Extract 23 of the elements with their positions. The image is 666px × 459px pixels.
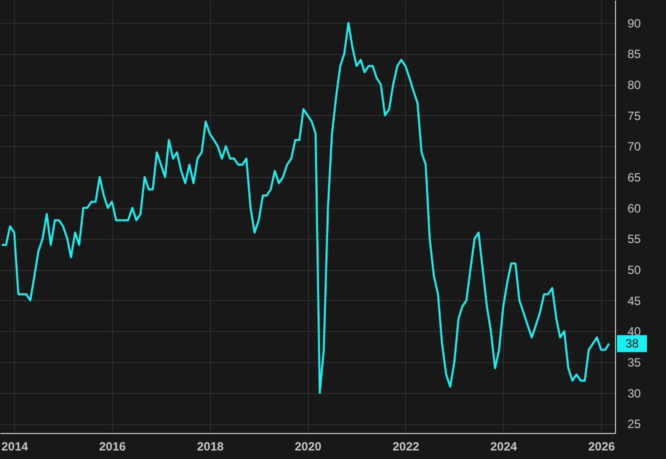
x-tick-label: 2014 xyxy=(1,440,28,454)
x-tick-label: 2022 xyxy=(392,440,420,454)
x-tick-label: 2024 xyxy=(490,440,518,454)
line-series xyxy=(0,22,610,394)
x-tick-label: 2018 xyxy=(196,440,224,454)
y-tick-label: 85 xyxy=(628,47,642,62)
y-tick-label: 70 xyxy=(628,140,642,154)
y-tick-label: 50 xyxy=(628,263,642,278)
y-tick-label: 80 xyxy=(628,78,642,92)
y-tick-label: 55 xyxy=(628,232,642,246)
y-tick-label: 35 xyxy=(628,356,642,370)
y-tick-label: 25 xyxy=(628,417,642,432)
y-tick-label: 40 xyxy=(628,324,642,339)
y-tick-label: 90 xyxy=(628,16,642,30)
y-tick-label: 45 xyxy=(628,294,642,308)
y-tick-label: 65 xyxy=(628,170,642,185)
y-tick-label: 60 xyxy=(628,201,642,216)
y-tick-label: 30 xyxy=(628,386,642,400)
x-tick-label: 2026 xyxy=(588,440,616,454)
x-tick-label: 2016 xyxy=(99,440,126,454)
y-tick-label: 75 xyxy=(628,108,642,123)
x-tick-label: 2020 xyxy=(294,440,322,454)
text: 38 xyxy=(625,336,639,351)
